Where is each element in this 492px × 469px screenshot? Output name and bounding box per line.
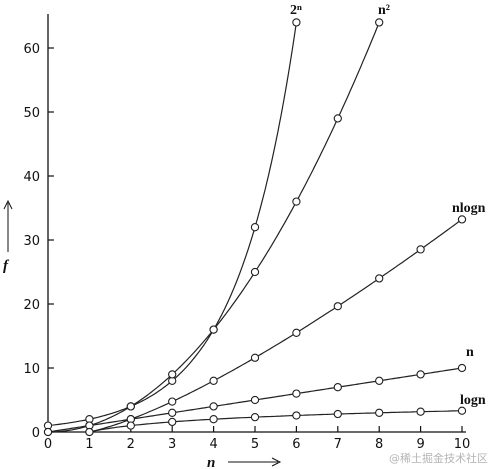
data-point (333, 302, 342, 311)
data-point (416, 407, 425, 416)
data-point (457, 363, 467, 373)
x-tick-label: 6 (292, 437, 300, 452)
data-point (85, 427, 94, 437)
x-tick-label: 2 (127, 437, 135, 452)
x-tick-label: 7 (334, 437, 342, 452)
curve-n-squared (47, 22, 380, 433)
data-point (457, 406, 467, 415)
x-axis-title: n (207, 455, 215, 469)
data-point (250, 223, 260, 232)
data-point (292, 411, 301, 420)
data-point (375, 274, 384, 283)
y-tick-label: 50 (23, 106, 40, 121)
data-point (168, 397, 177, 406)
series-label: nlogn (452, 201, 486, 216)
data-point (333, 383, 342, 392)
data-point (375, 408, 384, 417)
data-point (250, 395, 260, 405)
data-point (168, 417, 177, 427)
x-tick-label: 8 (375, 437, 383, 452)
series-label: 2ⁿ (290, 3, 302, 18)
x-tick-label: 3 (168, 437, 176, 452)
data-point (43, 427, 53, 437)
data-point (209, 325, 218, 334)
data-point (292, 389, 301, 398)
data-point (168, 408, 177, 417)
x-tick-label: 10 (454, 437, 471, 452)
y-axis-arrowhead (3, 199, 13, 210)
curve-log-n (89, 410, 463, 433)
x-axis-arrowhead (271, 457, 282, 467)
data-point (126, 402, 135, 411)
axes: 0 1 2 3 4 5 6 7 8 9 10 0 10 20 30 40 50 60 n f (3, 14, 470, 469)
x-tick-label: 5 (251, 437, 259, 452)
series-label: n² (378, 3, 390, 18)
data-point (292, 328, 301, 337)
x-tick-label: 0 (44, 437, 52, 452)
y-tick-label: 40 (23, 170, 40, 185)
data-point (416, 245, 425, 254)
data-point (250, 267, 260, 277)
curve-2-pow-n (47, 22, 297, 427)
y-tick-label: 20 (23, 298, 40, 313)
x-tick-label: 1 (85, 437, 93, 452)
data-point (250, 413, 260, 422)
data-point (333, 114, 342, 123)
data-point (168, 370, 177, 379)
data-point (292, 18, 301, 27)
data-point (457, 215, 467, 224)
data-point (126, 421, 135, 430)
x-tick-label: 9 (416, 437, 424, 452)
y-tick-label: 10 (23, 362, 40, 377)
series-label: n (466, 345, 474, 360)
y-tick-label: 0 (32, 426, 40, 441)
x-tick-label: 4 (209, 437, 217, 452)
data-point (375, 18, 384, 27)
watermark: @稀土掘金技术社区 (389, 451, 488, 465)
data-point (209, 402, 218, 411)
data-point (250, 353, 260, 362)
y-tick-label: 60 (23, 42, 40, 57)
data-point (292, 197, 301, 206)
markers (43, 18, 467, 437)
y-tick-label: 30 (23, 234, 40, 249)
series-label: logn (460, 393, 486, 408)
data-point (209, 415, 218, 424)
data-point (375, 376, 384, 385)
y-axis-title: f (3, 258, 10, 274)
data-point (209, 376, 218, 385)
data-point (416, 370, 425, 379)
data-point (333, 409, 342, 419)
curve-n-log-n (89, 218, 463, 433)
